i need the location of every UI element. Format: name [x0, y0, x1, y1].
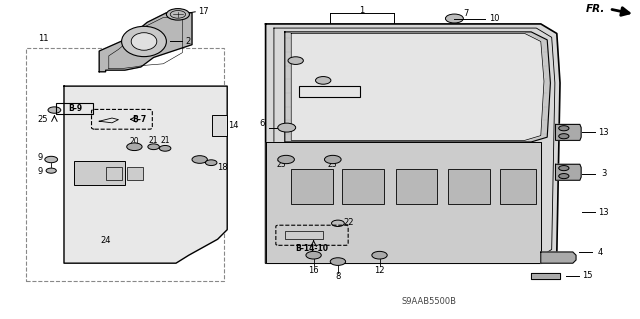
Circle shape [316, 77, 331, 84]
Text: 13: 13 [598, 208, 609, 217]
Circle shape [445, 14, 463, 23]
Polygon shape [531, 273, 560, 279]
Text: 7: 7 [463, 9, 468, 18]
Text: 19: 19 [291, 45, 301, 54]
Bar [212, 115, 227, 136]
Circle shape [278, 155, 294, 164]
Circle shape [278, 123, 296, 132]
Text: B-9: B-9 [68, 104, 82, 113]
Text: 4: 4 [598, 248, 603, 256]
Ellipse shape [122, 26, 166, 57]
Polygon shape [266, 24, 560, 263]
Text: B-55-10: B-55-10 [312, 87, 346, 96]
Bar [56, 103, 93, 114]
Polygon shape [285, 32, 550, 142]
Polygon shape [556, 124, 581, 140]
Circle shape [324, 155, 341, 164]
Bar [106, 167, 122, 180]
Polygon shape [291, 33, 544, 140]
Text: 21: 21 [161, 137, 170, 145]
Polygon shape [64, 86, 227, 263]
Ellipse shape [131, 33, 157, 50]
Text: 2: 2 [186, 37, 191, 46]
Bar [342, 169, 384, 204]
Text: S9AAB5500B: S9AAB5500B [401, 297, 456, 306]
Bar [26, 48, 224, 281]
Text: 8: 8 [335, 272, 340, 281]
Circle shape [559, 126, 569, 131]
Text: 11: 11 [38, 34, 49, 43]
Text: 17: 17 [198, 7, 209, 16]
Text: 23: 23 [276, 160, 287, 169]
Circle shape [306, 251, 321, 259]
Circle shape [559, 134, 569, 139]
Text: FR.: FR. [586, 4, 605, 14]
Bar [127, 167, 143, 180]
Text: 5: 5 [330, 76, 335, 85]
Bar [396, 169, 437, 204]
Circle shape [372, 251, 387, 259]
Polygon shape [266, 142, 541, 263]
Bar [74, 161, 125, 185]
Text: 9: 9 [38, 153, 43, 162]
Circle shape [288, 57, 303, 64]
Text: 1: 1 [359, 6, 364, 15]
Bar [500, 169, 536, 204]
Bar [285, 231, 323, 239]
Text: B-14-10: B-14-10 [295, 244, 328, 253]
Circle shape [559, 166, 569, 171]
Circle shape [205, 160, 217, 166]
Circle shape [332, 220, 344, 226]
Text: 22: 22 [344, 218, 354, 227]
Circle shape [46, 168, 56, 173]
Text: 6: 6 [260, 119, 265, 128]
Circle shape [48, 107, 61, 113]
Text: 21: 21 [149, 137, 158, 145]
Circle shape [45, 156, 58, 163]
Circle shape [330, 258, 346, 265]
Circle shape [559, 174, 569, 179]
Polygon shape [99, 13, 192, 72]
Text: B-7: B-7 [132, 115, 147, 124]
Bar [448, 169, 490, 204]
Circle shape [159, 145, 171, 151]
Text: 25: 25 [38, 115, 48, 124]
Circle shape [127, 143, 142, 151]
Text: 3: 3 [601, 169, 606, 178]
Circle shape [148, 144, 159, 150]
Text: 20: 20 [129, 137, 140, 146]
Text: 15: 15 [582, 271, 593, 280]
Text: 13: 13 [598, 128, 609, 137]
Text: 10: 10 [490, 14, 500, 23]
Text: 23: 23 [328, 160, 338, 169]
Text: 18: 18 [218, 163, 228, 172]
Text: 16: 16 [308, 266, 319, 275]
Polygon shape [556, 164, 581, 180]
Bar [291, 169, 333, 204]
Text: 14: 14 [228, 121, 239, 130]
Polygon shape [541, 252, 576, 263]
Text: 9: 9 [38, 167, 43, 176]
Bar [299, 86, 360, 97]
Circle shape [192, 156, 207, 163]
Circle shape [166, 9, 189, 20]
Text: 12: 12 [374, 266, 385, 275]
Text: 24: 24 [100, 236, 111, 245]
